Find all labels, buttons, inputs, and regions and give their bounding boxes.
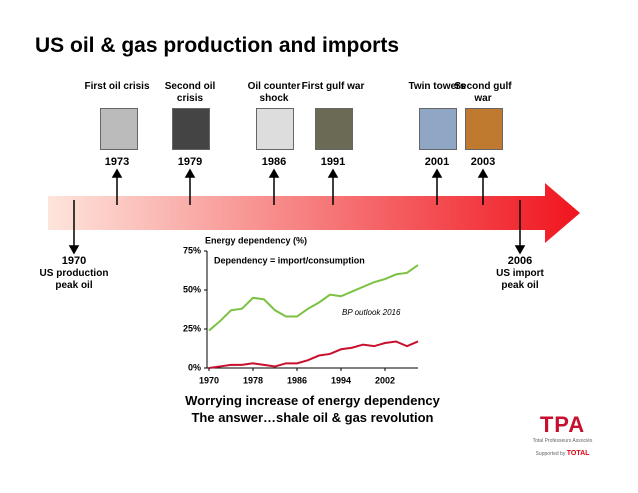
photo (172, 108, 210, 150)
event-year: 1973 (104, 156, 130, 168)
photo (100, 108, 138, 150)
event-label: US import peak oil (496, 268, 544, 291)
event-label: Second gulf war (454, 81, 512, 104)
x-tick-label: 1978 (243, 375, 263, 385)
y-tick-label: 75% (183, 245, 201, 255)
event-year: 2006 (507, 255, 533, 267)
logo-supported: Supported by (535, 451, 566, 457)
event-label: Oil counter shock (247, 81, 301, 104)
chart-title: Energy dependency (%) (205, 235, 307, 245)
annotation: Dependency = import/consumption (214, 255, 365, 265)
event-label: Twin towers (408, 81, 466, 92)
series-line (208, 264, 419, 332)
event-year: 2003 (470, 156, 496, 168)
footer-line: Worrying increase of energy dependency (185, 393, 440, 408)
annotation-box (210, 253, 400, 267)
event-year: 1986 (261, 156, 287, 168)
annotation: BP outlook 2016 (342, 308, 401, 317)
x-tick-label: 1994 (331, 375, 351, 385)
event-label: US production peak oil (39, 268, 109, 291)
photo (256, 108, 294, 150)
x-tick-label: 1986 (287, 375, 307, 385)
event-label: Second oil crisis (164, 81, 216, 104)
x-tick-label: 2002 (375, 375, 395, 385)
series-line (208, 340, 419, 369)
y-tick-label: 0% (188, 362, 201, 372)
event-year: 1991 (320, 156, 346, 168)
logo-name: TPA (539, 412, 586, 437)
event-year: 2001 (424, 156, 450, 168)
event-label: First gulf war (301, 81, 365, 92)
photo (419, 108, 457, 150)
footer-line: The answer…shale oil & gas revolution (191, 410, 434, 425)
event-arrows (68, 168, 526, 255)
photo (315, 108, 353, 150)
y-tick-label: 25% (183, 323, 201, 333)
event-label: First oil crisis (84, 81, 150, 92)
event-year: 1979 (177, 156, 203, 168)
slide-title: US oil & gas production and imports (35, 34, 400, 57)
timeline-arrow (48, 183, 580, 243)
logo: TPA Total Professeurs Associés Supported… (515, 412, 610, 457)
event-year: 1970 (61, 255, 87, 267)
y-tick-label: 50% (183, 284, 201, 294)
logo-subtitle: Total Professeurs Associés (532, 438, 593, 444)
footer: Worrying increase of energy dependency T… (150, 392, 475, 426)
logo-brand: TOTAL (566, 450, 590, 457)
x-tick-label: 1970 (199, 375, 219, 385)
photo (465, 108, 503, 150)
